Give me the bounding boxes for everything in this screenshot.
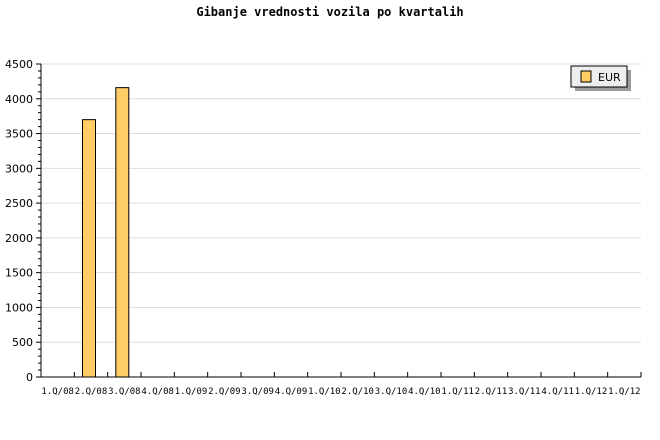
legend: EUR — [570, 65, 631, 91]
x-tick-label: 3.Q/08 — [108, 387, 141, 397]
x-tick-label: 4.Q/11 — [541, 387, 574, 397]
x-tick-label: 4.Q/08 — [141, 387, 174, 397]
bar-2.Q/08 — [82, 119, 96, 378]
x-tick-label: 2.Q/08 — [75, 387, 108, 397]
x-tick-label: 2.Q/11 — [475, 387, 508, 397]
y-tick-label: 2000 — [5, 232, 33, 245]
legend-swatch — [580, 70, 592, 83]
y-tick-label: 500 — [12, 336, 33, 349]
x-tick-label: 2.Q/09 — [208, 387, 241, 397]
y-tick-label: 4000 — [5, 93, 33, 106]
x-tick-label: 1.Q/10 — [308, 387, 341, 397]
bar-3.Q/08 — [115, 87, 130, 378]
y-tick-label: 1500 — [5, 267, 33, 280]
x-tick-label: 1.Q/12 — [575, 387, 608, 397]
legend-label: EUR — [598, 71, 621, 84]
y-tick-label: 3500 — [5, 128, 33, 141]
x-tick-label: 4.Q/10 — [408, 387, 441, 397]
chart-title: Gibanje vrednosti vozila po kvartalih — [196, 5, 463, 19]
y-tick-label: 2500 — [5, 197, 33, 210]
y-tick-label: 3000 — [5, 162, 33, 175]
x-tick-label: 3.Q/10 — [375, 387, 408, 397]
x-tick-label: 2.Q/10 — [341, 387, 374, 397]
x-tick-label: 1.Q/12 — [608, 387, 641, 397]
x-tick-label: 1.Q/09 — [175, 387, 208, 397]
y-tick-label: 4500 — [5, 58, 33, 71]
x-tick-label: 3.Q/11 — [508, 387, 541, 397]
x-tick-label: 1.Q/08 — [41, 387, 74, 397]
y-tick-label: 0 — [26, 371, 33, 384]
x-tick-label: 3.Q/09 — [241, 387, 274, 397]
x-tick-label: 1.Q/11 — [441, 387, 474, 397]
y-tick-label: 1000 — [5, 301, 33, 314]
x-tick-label: 4.Q/09 — [275, 387, 308, 397]
